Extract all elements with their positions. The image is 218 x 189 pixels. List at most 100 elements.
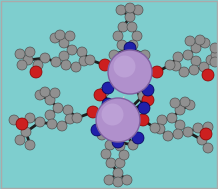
Circle shape: [99, 87, 109, 97]
Circle shape: [96, 98, 140, 142]
Circle shape: [77, 47, 87, 57]
Circle shape: [203, 122, 213, 132]
Circle shape: [97, 130, 107, 140]
Circle shape: [210, 57, 218, 67]
Circle shape: [115, 141, 125, 151]
Circle shape: [99, 59, 111, 71]
Circle shape: [91, 124, 103, 136]
Circle shape: [25, 140, 35, 150]
Circle shape: [72, 113, 82, 123]
Circle shape: [189, 65, 199, 75]
Circle shape: [40, 53, 50, 63]
Circle shape: [57, 121, 67, 131]
Circle shape: [179, 67, 189, 77]
Circle shape: [85, 55, 95, 65]
Circle shape: [191, 56, 201, 66]
Circle shape: [16, 118, 28, 130]
Circle shape: [113, 31, 123, 41]
Circle shape: [21, 127, 31, 137]
Circle shape: [94, 89, 106, 101]
Circle shape: [9, 115, 19, 125]
Circle shape: [124, 42, 136, 54]
Circle shape: [59, 51, 69, 61]
Circle shape: [122, 175, 132, 185]
Circle shape: [115, 158, 125, 168]
Circle shape: [63, 105, 73, 115]
Circle shape: [112, 136, 124, 148]
Circle shape: [206, 55, 216, 65]
Circle shape: [87, 106, 99, 118]
Circle shape: [167, 113, 177, 123]
Circle shape: [163, 131, 173, 141]
Circle shape: [171, 61, 181, 71]
Circle shape: [15, 135, 25, 145]
Circle shape: [53, 103, 63, 113]
Circle shape: [138, 102, 150, 114]
Circle shape: [40, 87, 50, 97]
Circle shape: [195, 35, 205, 45]
Circle shape: [50, 33, 60, 43]
Circle shape: [105, 140, 115, 150]
Circle shape: [45, 110, 55, 120]
Circle shape: [199, 62, 209, 72]
Circle shape: [191, 43, 201, 53]
Circle shape: [114, 56, 136, 77]
Circle shape: [30, 66, 42, 78]
Circle shape: [175, 120, 185, 130]
Circle shape: [17, 60, 27, 70]
Circle shape: [150, 123, 160, 133]
Circle shape: [125, 12, 135, 22]
Circle shape: [109, 50, 119, 60]
Circle shape: [128, 40, 138, 50]
Circle shape: [132, 31, 142, 41]
Circle shape: [50, 88, 60, 98]
Circle shape: [185, 36, 195, 46]
Circle shape: [79, 56, 89, 66]
Circle shape: [61, 60, 71, 70]
Circle shape: [102, 98, 114, 110]
Circle shape: [35, 90, 45, 100]
Circle shape: [133, 5, 143, 15]
Circle shape: [23, 55, 33, 65]
Circle shape: [173, 52, 183, 62]
Circle shape: [173, 129, 183, 139]
Circle shape: [35, 117, 45, 127]
Circle shape: [118, 22, 128, 32]
Circle shape: [202, 69, 214, 81]
Circle shape: [157, 115, 167, 125]
Circle shape: [108, 50, 152, 94]
Circle shape: [102, 82, 114, 94]
Circle shape: [183, 127, 193, 137]
Circle shape: [137, 114, 149, 126]
Circle shape: [183, 50, 193, 60]
Circle shape: [151, 66, 163, 78]
Circle shape: [140, 50, 150, 60]
Circle shape: [59, 38, 69, 48]
Circle shape: [25, 113, 35, 123]
Circle shape: [104, 175, 114, 185]
Circle shape: [185, 100, 195, 110]
Circle shape: [101, 149, 111, 159]
Circle shape: [15, 49, 25, 59]
Circle shape: [33, 60, 43, 70]
Circle shape: [113, 177, 123, 187]
Circle shape: [125, 3, 135, 13]
Circle shape: [25, 47, 35, 57]
Circle shape: [211, 50, 218, 60]
Circle shape: [170, 98, 180, 108]
Circle shape: [155, 124, 165, 134]
Circle shape: [142, 84, 154, 96]
Circle shape: [193, 123, 203, 133]
Circle shape: [127, 22, 137, 32]
Circle shape: [116, 5, 126, 15]
Circle shape: [180, 97, 190, 107]
Circle shape: [71, 62, 81, 72]
Circle shape: [175, 105, 185, 115]
Circle shape: [165, 60, 175, 70]
Circle shape: [67, 45, 77, 55]
Circle shape: [200, 128, 212, 140]
Circle shape: [55, 30, 65, 40]
Circle shape: [47, 119, 57, 129]
Circle shape: [197, 135, 207, 145]
Circle shape: [203, 143, 213, 153]
